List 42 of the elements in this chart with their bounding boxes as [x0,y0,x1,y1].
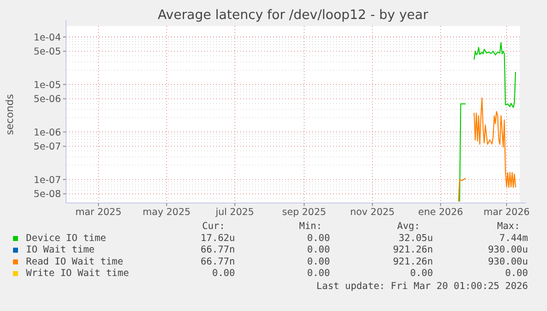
text: 17.62u [200,233,235,244]
y-tick-label: 1e-05 [34,80,61,91]
y-tick-label: 1e-07 [34,174,61,186]
text: Avg: [397,221,420,232]
text: 0.00 [307,268,330,280]
y-tick-label: 5e-07 [34,142,61,153]
chart-title: Average latency for /dev/loop12 - by year [158,8,429,23]
y-tick-label: 5e-05 [34,46,61,58]
text: Max: [497,221,520,232]
x-tick-label: nov 2025 [350,207,395,218]
text: 930.00u [488,244,528,256]
y-axis-title: seconds [5,94,16,135]
text: Last update: Fri Mar 20 01:00:25 2026 [316,281,528,292]
legend-label: IO Wait time [26,244,95,256]
x-tick-label: mar 2025 [75,207,122,218]
text: 0.00 [307,256,330,268]
text: Cur: [202,221,225,232]
text: 0.00 [307,244,330,256]
x-tick-label: jul 2025 [214,207,254,218]
text: 7.44m [499,233,528,244]
text: 32.05u [398,233,433,244]
text: 930.00u [488,256,528,268]
text: 921.26n [392,256,433,268]
x-tick-label: may 2025 [142,207,191,218]
text: 921.26n [392,244,433,256]
text: 66.77n [200,256,235,268]
x-tick-label: mar 2026 [483,207,530,218]
text: 0.00 [212,268,236,280]
y-tick-label: 5e-06 [34,94,61,106]
text: 0.00 [307,233,330,244]
y-tick-label: 1e-06 [34,127,61,138]
text: 0.00 [505,268,528,280]
y-tick-label: 1e-04 [34,32,61,44]
legend-label: Device IO time [26,233,106,244]
legend-label: Read IO Wait time [26,256,124,268]
text: 66.77n [200,244,235,256]
x-tick-label: ene 2026 [418,207,464,218]
legend-label: Write IO Wait time [26,268,130,280]
x-tick-label: sep 2025 [282,207,326,218]
y-tick-label: 5e-08 [34,189,61,200]
text: Min: [299,221,322,232]
text: 0.00 [410,268,434,280]
